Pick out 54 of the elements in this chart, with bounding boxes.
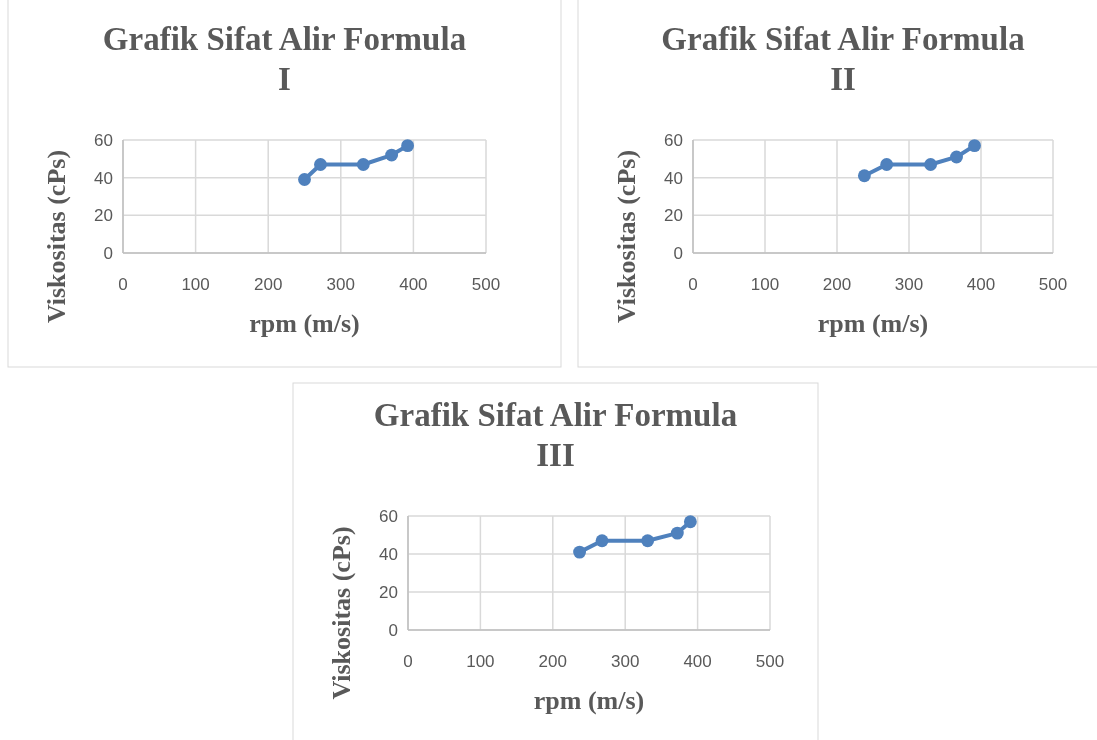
chart-title: Grafik Sifat Alir Formula I [102, 21, 467, 97]
x-axis-title: rpm (m/s) [249, 309, 360, 338]
y-tick-label: 40 [664, 168, 683, 188]
x-tick-label: 500 [1038, 275, 1068, 294]
x-tick-label: 100 [181, 275, 210, 294]
y-axis-title: Viskositas (cPs) [327, 526, 356, 700]
x-tick-label: 400 [399, 275, 428, 294]
point [385, 148, 399, 162]
x-axis-title: rpm (m/s) [817, 309, 929, 338]
point [950, 150, 963, 164]
x-tick-label: 200 [538, 652, 567, 671]
y-axis-title: Viskositas (cPs) [42, 149, 71, 324]
point [683, 515, 697, 529]
point [880, 158, 894, 171]
y-tick-label: 0 [673, 244, 683, 263]
x-tick-label: 300 [611, 652, 640, 671]
x-tick-label: 200 [254, 275, 283, 294]
point [968, 139, 981, 153]
y-tick-label: 0 [388, 621, 398, 640]
x-tick-label: 0 [118, 275, 128, 294]
x-tick-label: 300 [894, 275, 924, 294]
x-tick-label: 0 [403, 652, 413, 671]
point [641, 534, 655, 548]
y-tick-label: 40 [94, 168, 113, 188]
point [298, 173, 311, 186]
chart-title: Grafik Sifat Alir Formula II [661, 21, 1025, 97]
y-tick-label: 0 [103, 244, 113, 263]
x-tick-label: 0 [688, 275, 698, 294]
y-tick-label: 20 [379, 583, 398, 602]
x-axis-title: rpm (m/s) [533, 686, 645, 715]
x-tick-label: 100 [466, 652, 495, 671]
point [573, 545, 587, 559]
y-tick-label: 60 [379, 507, 398, 526]
y-tick-label: 40 [379, 545, 398, 564]
chart-title: Grafik Sifat Alir Formula III [373, 397, 738, 473]
x-tick-label: 500 [471, 275, 501, 294]
x-tick-label: 500 [755, 652, 785, 671]
x-tick-label: 200 [822, 275, 852, 294]
point [924, 158, 938, 171]
y-tick-label: 60 [94, 131, 113, 150]
point [356, 158, 370, 171]
y-tick-label: 20 [94, 206, 113, 226]
x-tick-label: 100 [750, 275, 780, 294]
point [670, 526, 684, 540]
y-axis-title: Viskositas (cPs) [612, 149, 641, 324]
x-tick-label: 400 [683, 652, 712, 671]
y-tick-label: 20 [664, 206, 683, 226]
x-tick-label: 400 [966, 275, 996, 294]
x-tick-label: 300 [326, 275, 355, 294]
point [401, 139, 415, 153]
point [595, 534, 609, 548]
point [857, 169, 871, 183]
point [314, 158, 327, 171]
y-tick-label: 60 [664, 131, 683, 150]
